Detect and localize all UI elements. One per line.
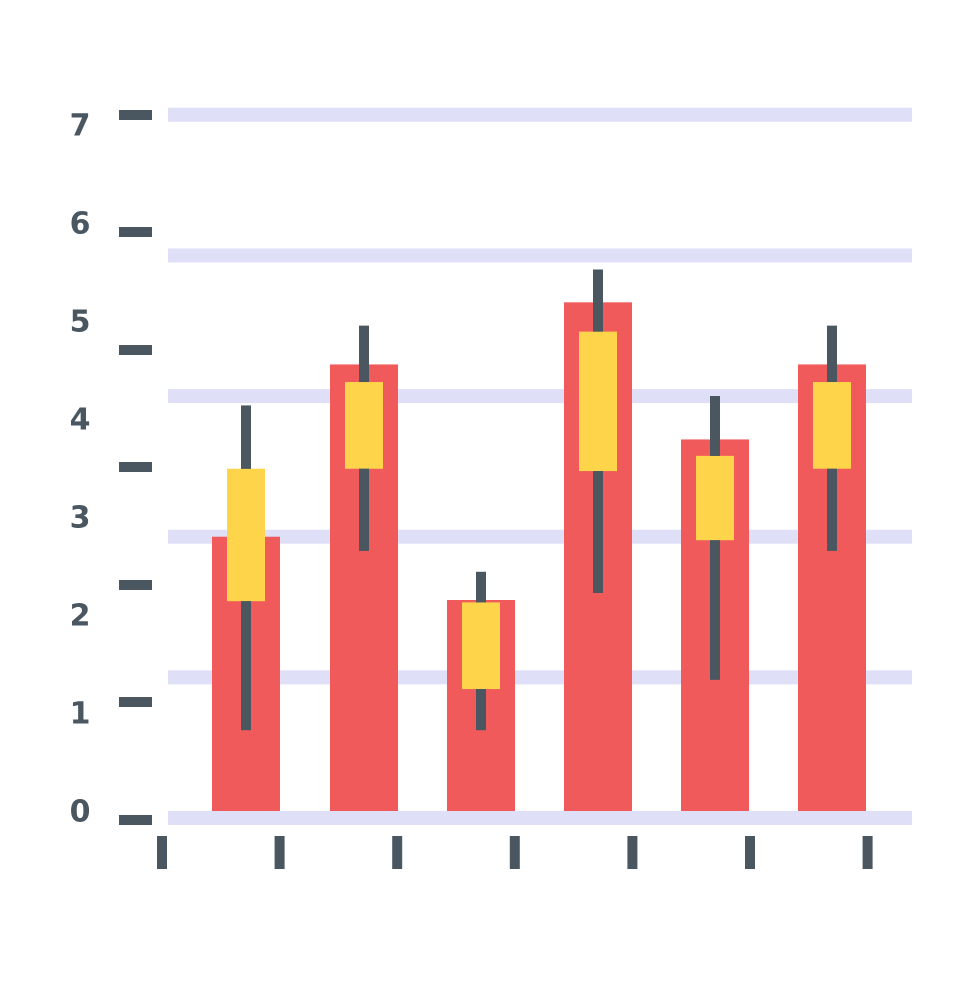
x-tick-mark: [862, 836, 873, 869]
y-tick-mark: [119, 815, 152, 825]
candle-body-4: [579, 331, 617, 472]
candle-lower-wick-5: [710, 540, 720, 680]
gridline-0: [168, 811, 912, 825]
y-tick-mark: [119, 697, 152, 707]
y-tick-label: 6: [70, 207, 91, 242]
candle-body-6: [813, 382, 851, 469]
y-tick-label: 2: [70, 599, 91, 634]
y-tick-label: 7: [70, 109, 91, 144]
candle-upper-wick-6: [827, 325, 837, 383]
y-tick-mark: [119, 110, 152, 120]
y-axis: 0 1 2 3 4 5 6 7: [70, 109, 152, 830]
candle-lower-wick-1: [241, 601, 251, 731]
candle-upper-wick-3: [476, 571, 486, 603]
x-tick-mark: [274, 836, 285, 869]
gridline-5: [168, 107, 912, 122]
candle-upper-wick-1: [241, 405, 251, 469]
y-tick-label: 0: [70, 795, 91, 830]
bars: [212, 302, 866, 811]
x-tick-mark: [157, 836, 167, 869]
candle-upper-wick-4: [593, 269, 603, 332]
x-tick-mark: [509, 836, 520, 869]
candle-upper-wick-2: [359, 325, 369, 383]
candle-body-5: [696, 455, 734, 541]
candle-lower-wick-2: [359, 468, 369, 551]
y-tick-label: 1: [70, 697, 91, 732]
candle-body-2: [345, 382, 383, 469]
y-tick-mark: [119, 227, 152, 237]
candle-upper-wick-5: [710, 396, 720, 456]
y-tick-mark: [119, 580, 152, 590]
y-tick-mark: [119, 345, 152, 355]
candle-lower-wick-3: [476, 689, 486, 731]
candle-lower-wick-4: [593, 471, 603, 593]
x-tick-mark: [392, 836, 403, 869]
gridline-4: [168, 248, 912, 263]
y-tick-label: 4: [70, 403, 91, 438]
y-tick-label: 5: [70, 305, 91, 340]
x-tick-mark: [627, 836, 638, 869]
candle-body-3: [462, 602, 500, 690]
candle-body-1: [227, 468, 265, 602]
candle-lower-wick-6: [827, 468, 837, 551]
y-tick-label: 3: [70, 501, 91, 536]
y-tick-mark: [119, 462, 152, 472]
x-axis: [157, 836, 873, 869]
x-tick-mark: [745, 836, 755, 869]
candles: [227, 269, 851, 731]
